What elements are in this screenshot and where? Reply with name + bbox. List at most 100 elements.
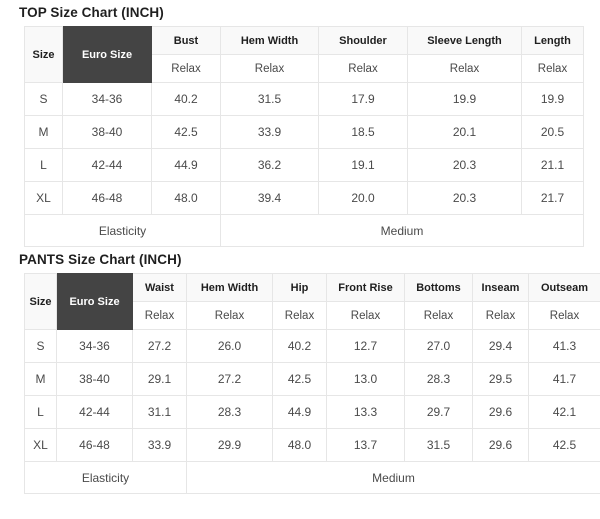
cell-euro-size: 46-48 [62, 181, 152, 215]
cell-sleeve-length: 20.3 [407, 148, 522, 182]
table-fit-row: Relax Relax Relax Relax Relax [25, 54, 584, 83]
cell-euro-size: 34-36 [62, 82, 152, 116]
table-row: S 34-36 40.2 31.5 17.9 19.9 19.9 [24, 82, 584, 116]
cell-shoulder: 17.9 [318, 82, 408, 116]
cell-inseam: 29.6 [472, 395, 529, 429]
cell-size: L [24, 395, 57, 429]
table-row: M 38-40 42.5 33.9 18.5 20.1 20.5 [24, 115, 584, 149]
fit-cell-bottoms: Relax [404, 301, 473, 330]
cell-bust: 40.2 [151, 82, 221, 116]
cell-hem-width: 27.2 [186, 362, 273, 396]
cell-waist: 29.1 [132, 362, 187, 396]
header-cell-length: Length [521, 26, 584, 55]
cell-length: 21.7 [521, 181, 584, 215]
cell-euro-size: 42-44 [56, 395, 133, 429]
cell-shoulder: 20.0 [318, 181, 408, 215]
cell-inseam: 29.6 [472, 428, 529, 462]
pants-size-table: Size Euro Size Waist Hem Width Hip Front… [24, 273, 600, 494]
table-row: XL 46-48 48.0 39.4 20.0 20.3 21.7 [24, 181, 584, 215]
fit-cell-hem-width: Relax [186, 301, 273, 330]
cell-shoulder: 18.5 [318, 115, 408, 149]
top-size-table: Size Euro Size Bust Hem Width Shoulder S… [24, 26, 584, 247]
footer-label-elasticity: Elasticity [24, 461, 187, 494]
cell-waist: 27.2 [132, 329, 187, 363]
top-size-chart-block: TOP Size Chart (INCH) Size Euro Size Bus… [0, 0, 600, 247]
cell-inseam: 29.4 [472, 329, 529, 363]
header-cell-hem-width: Hem Width [220, 26, 319, 55]
cell-sleeve-length: 20.3 [407, 181, 522, 215]
cell-front-rise: 12.7 [326, 329, 405, 363]
header-cell-sleeve-length: Sleeve Length [407, 26, 522, 55]
cell-bottoms: 28.3 [404, 362, 473, 396]
cell-hem-width: 31.5 [220, 82, 319, 116]
cell-inseam: 29.5 [472, 362, 529, 396]
cell-bottoms: 29.7 [404, 395, 473, 429]
cell-outseam: 41.7 [528, 362, 600, 396]
cell-hip: 42.5 [272, 362, 327, 396]
cell-length: 20.5 [521, 115, 584, 149]
fit-cell-shoulder: Relax [318, 54, 408, 83]
table-fit-row: Relax Relax Relax Relax Relax Relax Rela… [25, 301, 600, 330]
header-cell-waist: Waist [132, 273, 187, 302]
header-cell-hem-width: Hem Width [186, 273, 273, 302]
cell-euro-size: 38-40 [56, 362, 133, 396]
cell-front-rise: 13.7 [326, 428, 405, 462]
table-row: S 34-36 27.2 26.0 40.2 12.7 27.0 29.4 41… [24, 329, 600, 363]
cell-euro-size: 34-36 [56, 329, 133, 363]
table-header-row: Size Euro Size Waist Hem Width Hip Front… [24, 273, 600, 330]
cell-sleeve-length: 20.1 [407, 115, 522, 149]
cell-size: L [24, 148, 63, 182]
table-row: L 42-44 44.9 36.2 19.1 20.3 21.1 [24, 148, 584, 182]
cell-bottoms: 27.0 [404, 329, 473, 363]
cell-length: 19.9 [521, 82, 584, 116]
fit-cell-bust: Relax [151, 54, 221, 83]
fit-cell-hip: Relax [272, 301, 327, 330]
table-row: XL 46-48 33.9 29.9 48.0 13.7 31.5 29.6 4… [24, 428, 600, 462]
cell-size: S [24, 329, 57, 363]
cell-hem-width: 26.0 [186, 329, 273, 363]
footer-label-elasticity: Elasticity [24, 214, 221, 247]
cell-hem-width: 33.9 [220, 115, 319, 149]
fit-cell-front-rise: Relax [326, 301, 405, 330]
cell-front-rise: 13.0 [326, 362, 405, 396]
cell-hip: 48.0 [272, 428, 327, 462]
header-cell-bust: Bust [151, 26, 221, 55]
cell-hip: 44.9 [272, 395, 327, 429]
table-footer-row: Elasticity Medium [24, 214, 584, 247]
cell-outseam: 42.5 [528, 428, 600, 462]
header-cell-size: Size [24, 26, 63, 83]
cell-waist: 33.9 [132, 428, 187, 462]
cell-bust: 44.9 [151, 148, 221, 182]
cell-bottoms: 31.5 [404, 428, 473, 462]
cell-size: S [24, 82, 63, 116]
header-cell-inseam: Inseam [472, 273, 529, 302]
fit-cell-inseam: Relax [472, 301, 529, 330]
pants-chart-title: PANTS Size Chart (INCH) [19, 252, 182, 267]
cell-bust: 48.0 [151, 181, 221, 215]
cell-euro-size: 38-40 [62, 115, 152, 149]
cell-shoulder: 19.1 [318, 148, 408, 182]
pants-size-chart-block: PANTS Size Chart (INCH) Size Euro Size W… [0, 247, 600, 494]
cell-hem-width: 36.2 [220, 148, 319, 182]
cell-outseam: 41.3 [528, 329, 600, 363]
table-header-row: Size Euro Size Bust Hem Width Shoulder S… [24, 26, 584, 83]
header-cell-euro-size: Euro Size [56, 273, 133, 330]
cell-size: XL [24, 181, 63, 215]
cell-hem-width: 29.9 [186, 428, 273, 462]
header-cell-bottoms: Bottoms [404, 273, 473, 302]
fit-cell-waist: Relax [132, 301, 187, 330]
cell-length: 21.1 [521, 148, 584, 182]
table-row: L 42-44 31.1 28.3 44.9 13.3 29.7 29.6 42… [24, 395, 600, 429]
cell-front-rise: 13.3 [326, 395, 405, 429]
cell-size: M [24, 362, 57, 396]
cell-sleeve-length: 19.9 [407, 82, 522, 116]
header-cell-front-rise: Front Rise [326, 273, 405, 302]
table-footer-row: Elasticity Medium [24, 461, 600, 494]
cell-size: XL [24, 428, 57, 462]
fit-cell-sleeve-length: Relax [407, 54, 522, 83]
cell-hem-width: 39.4 [220, 181, 319, 215]
header-cell-size: Size [24, 273, 57, 330]
table-row: M 38-40 29.1 27.2 42.5 13.0 28.3 29.5 41… [24, 362, 600, 396]
cell-waist: 31.1 [132, 395, 187, 429]
